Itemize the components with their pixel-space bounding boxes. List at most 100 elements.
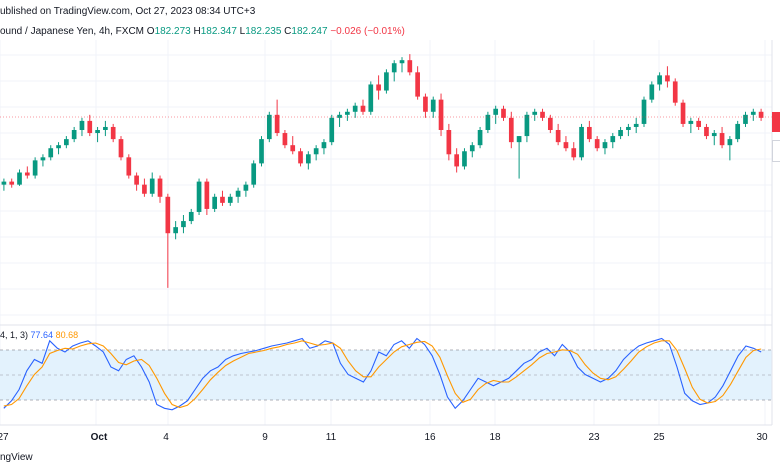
candle-body xyxy=(454,154,459,167)
candle-body xyxy=(423,96,428,112)
stochastic-k-line xyxy=(3,337,762,411)
change-value: −0.026 (−0.01%) xyxy=(330,26,405,37)
grid-lines xyxy=(0,40,772,425)
candle-body xyxy=(618,130,623,137)
tradingview-brand: ngView xyxy=(0,452,33,463)
open-value: 182.273 xyxy=(154,26,191,37)
candle-body xyxy=(345,111,350,115)
candle-body xyxy=(266,114,272,140)
candle-body xyxy=(696,120,701,127)
candle-body xyxy=(17,172,22,185)
candle-body xyxy=(24,172,30,176)
candle-body xyxy=(251,163,257,185)
open-label: O xyxy=(146,26,155,37)
symbol-legend: ound / Japanese Yen, 4h, FXCM O182.273 H… xyxy=(0,26,405,37)
candle-body xyxy=(181,221,186,228)
time-axis-labels: 27 Oct 4 9 11 16 18 23 25 30 xyxy=(0,432,768,443)
low-value: 182.235 xyxy=(245,26,282,37)
candle-body xyxy=(110,126,116,140)
candle-body xyxy=(313,148,319,155)
candle-body xyxy=(220,196,225,203)
candle-body xyxy=(680,102,686,124)
candle-body xyxy=(540,111,545,118)
candle-body xyxy=(360,105,366,112)
candle-body xyxy=(688,120,694,124)
time-tick-label: 25 xyxy=(653,432,665,443)
candle-body xyxy=(9,181,15,185)
candle-body xyxy=(516,136,522,143)
candle-body xyxy=(235,190,241,197)
candle-body xyxy=(103,126,108,130)
candle-body xyxy=(391,63,397,73)
candle-body xyxy=(508,117,514,143)
candle-body xyxy=(126,157,132,176)
candle-body xyxy=(157,178,163,197)
time-tick-label: 9 xyxy=(262,432,268,443)
high-label: H xyxy=(193,26,201,37)
candle-body xyxy=(407,60,413,73)
candle-body xyxy=(118,139,124,158)
candle-body xyxy=(547,117,553,130)
candle-body xyxy=(532,111,538,115)
stochastic-d-value: 80.68 xyxy=(55,330,79,340)
candle-body xyxy=(462,151,467,167)
candle-body xyxy=(750,111,756,115)
candle-body xyxy=(727,139,733,146)
candle-body xyxy=(40,157,46,161)
candle-body xyxy=(493,108,499,115)
candle-body xyxy=(274,114,280,134)
candle-body xyxy=(368,84,374,112)
published-header: ublished on TradingView.com, Oct 27, 202… xyxy=(0,6,256,17)
candle-body xyxy=(243,184,249,191)
candle-body xyxy=(657,75,662,85)
candle-body xyxy=(626,126,631,130)
candle-body xyxy=(1,181,7,185)
candle-body xyxy=(134,175,139,185)
candle-body xyxy=(290,145,296,152)
candle-body xyxy=(469,145,475,152)
candle-body xyxy=(204,181,210,209)
candle-body xyxy=(259,139,264,164)
candle-body xyxy=(173,227,178,234)
time-tick-label: 18 xyxy=(489,432,501,443)
candle-body xyxy=(594,139,600,149)
candle-body xyxy=(95,130,100,134)
low-label: L xyxy=(239,26,246,37)
candle-body xyxy=(610,136,616,143)
candle-body xyxy=(477,130,483,146)
stochastic-params: 4, 1, 3) xyxy=(0,330,29,340)
stochastic-legend: 4, 1, 3) 77.64 80.68 xyxy=(0,330,78,340)
candle-body xyxy=(587,126,592,140)
candle-body xyxy=(415,72,420,97)
candle-body xyxy=(227,196,233,203)
candle-body xyxy=(672,81,678,103)
candle-body xyxy=(321,142,327,149)
candle-body xyxy=(64,139,69,146)
candle-body xyxy=(665,75,670,82)
candle-body xyxy=(71,130,77,140)
close-value: 182.247 xyxy=(291,26,328,37)
candle-body xyxy=(719,133,725,146)
candle-body xyxy=(641,99,647,124)
candle-body xyxy=(758,111,764,118)
candle-body xyxy=(352,105,358,112)
candle-body xyxy=(212,196,218,209)
candle-body xyxy=(633,123,639,127)
candle-body xyxy=(142,184,147,194)
candle-body xyxy=(571,148,577,158)
time-tick-label: 11 xyxy=(326,432,337,443)
candle-body xyxy=(438,99,444,130)
stochastic-d-line xyxy=(3,340,762,409)
price-scale-tab[interactable] xyxy=(772,140,780,162)
candle-body xyxy=(149,178,155,194)
candle-body xyxy=(337,114,342,118)
candle-body xyxy=(79,120,85,130)
candle-body xyxy=(602,142,608,149)
candle-body xyxy=(446,130,452,155)
candle-body xyxy=(298,151,303,164)
time-tick-label: 23 xyxy=(588,432,600,443)
candle-body xyxy=(32,160,38,176)
candle-body xyxy=(188,211,194,222)
close-label: C xyxy=(284,26,292,37)
